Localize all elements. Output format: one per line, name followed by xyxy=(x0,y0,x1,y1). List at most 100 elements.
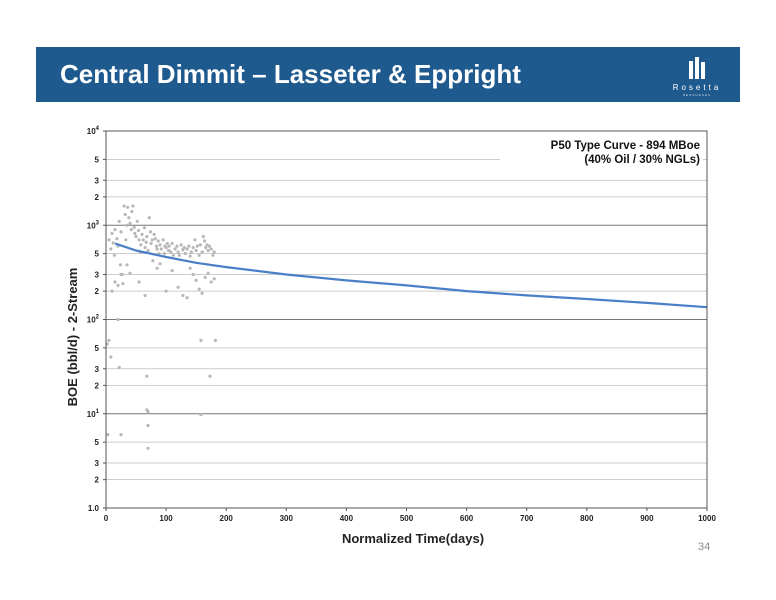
data-point xyxy=(135,219,139,223)
data-point xyxy=(134,234,138,239)
data-point xyxy=(199,412,203,417)
data-point xyxy=(119,433,123,437)
data-point xyxy=(194,248,198,253)
chart-grid xyxy=(103,130,707,509)
y-tick-label: 3 xyxy=(95,176,100,185)
data-point xyxy=(176,285,180,289)
data-point xyxy=(126,205,130,209)
data-point xyxy=(155,266,159,270)
data-point xyxy=(197,253,201,257)
x-tick-label: 800 xyxy=(580,514,594,523)
page-number: 34 xyxy=(698,541,711,553)
data-point xyxy=(137,280,141,284)
data-point xyxy=(162,252,166,256)
logo-subtext: RESOURCES xyxy=(682,93,711,97)
data-point xyxy=(156,239,160,243)
x-tick-label: 1000 xyxy=(698,514,716,523)
data-point xyxy=(117,219,121,223)
data-point xyxy=(189,250,193,254)
data-point xyxy=(173,247,177,251)
x-tick-label: 0 xyxy=(104,514,109,523)
y-tick-label: 3 xyxy=(95,365,100,374)
data-point xyxy=(213,338,217,343)
data-point xyxy=(153,237,157,241)
data-point xyxy=(209,247,213,251)
data-point xyxy=(144,240,148,244)
data-point xyxy=(136,228,141,233)
y-tick-label: 104 xyxy=(87,126,100,136)
data-point xyxy=(111,241,115,245)
type-curve-line xyxy=(114,242,708,309)
data-point xyxy=(201,234,205,239)
data-point xyxy=(204,245,208,250)
rosetta-logo-mark xyxy=(689,57,705,79)
data-point xyxy=(208,374,212,378)
data-point xyxy=(152,232,156,236)
data-point xyxy=(139,243,143,247)
data-point xyxy=(158,243,162,247)
y-tick-label: 2 xyxy=(95,381,100,390)
data-point xyxy=(117,365,121,370)
data-point xyxy=(125,223,129,227)
data-point xyxy=(112,253,117,257)
x-tick-label: 400 xyxy=(340,514,354,523)
data-point xyxy=(113,280,117,284)
data-point xyxy=(206,271,210,275)
data-point xyxy=(119,230,123,234)
y-tick-label: 5 xyxy=(95,344,100,353)
data-point xyxy=(109,355,113,359)
x-axis-label: Normalized Time(days) xyxy=(342,531,484,546)
y-tick-label: 103 xyxy=(87,220,100,230)
scatter-points xyxy=(105,204,217,450)
x-tick-label: 600 xyxy=(460,514,474,523)
x-tick-label: 900 xyxy=(640,514,654,523)
data-point xyxy=(142,226,147,230)
title-bar: Central Dimmit – Lasseter & Eppright Ros… xyxy=(36,47,740,102)
data-point xyxy=(195,244,199,248)
data-point xyxy=(106,433,110,437)
data-point xyxy=(205,243,209,247)
data-point xyxy=(150,238,154,242)
data-point xyxy=(181,293,185,298)
data-point xyxy=(127,216,131,220)
y-tick-label: 1.0 xyxy=(88,504,100,513)
data-point xyxy=(155,247,159,251)
data-point xyxy=(158,262,162,266)
y-tick-label: 5 xyxy=(95,250,100,259)
data-point xyxy=(118,263,123,267)
y-tick-label: 2 xyxy=(95,287,100,296)
x-tick-label: 100 xyxy=(159,514,173,523)
data-point xyxy=(165,241,169,246)
data-point xyxy=(146,410,150,414)
y-tick-label: 2 xyxy=(95,476,100,485)
data-point xyxy=(110,289,114,293)
logo-wordmark: Rosetta xyxy=(672,83,722,92)
data-point xyxy=(188,254,192,258)
data-point xyxy=(149,241,153,246)
data-point xyxy=(185,296,189,300)
data-point xyxy=(203,275,207,279)
data-point xyxy=(161,238,165,242)
data-point xyxy=(113,227,117,232)
data-point xyxy=(143,293,147,298)
data-point xyxy=(137,238,141,242)
data-point xyxy=(133,231,137,235)
data-point xyxy=(183,252,187,256)
data-point xyxy=(145,234,149,239)
data-point xyxy=(115,237,119,241)
y-tick-label: 2 xyxy=(95,193,100,202)
y-tick-label: 5 xyxy=(95,438,100,447)
data-point xyxy=(148,230,153,234)
data-point xyxy=(146,248,150,253)
data-point xyxy=(206,248,210,253)
annotation-background xyxy=(500,136,703,172)
data-point xyxy=(151,259,155,263)
data-point xyxy=(188,266,192,270)
y-tick-label: 101 xyxy=(87,409,100,419)
y-axis-label: BOE (bbl/d) - 2-Stream xyxy=(65,268,80,407)
data-point xyxy=(146,423,150,428)
data-point xyxy=(200,291,204,295)
data-point xyxy=(194,278,198,282)
